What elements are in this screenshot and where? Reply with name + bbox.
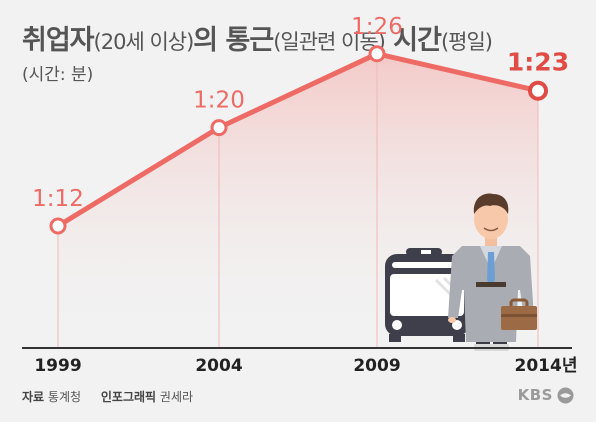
title-part-2: (20세 이상) — [93, 30, 195, 54]
kbs-logo-text: KBS — [517, 386, 553, 404]
title-part-6: (평일) — [440, 30, 493, 54]
data-point-0 — [49, 217, 67, 235]
x-tick-label-2: 2009 — [353, 356, 400, 376]
briefcase-icon — [501, 298, 537, 330]
data-label-3: 1:23 — [507, 48, 569, 77]
data-point-2 — [368, 45, 386, 63]
graphic-label: 인포그래픽 — [100, 390, 157, 404]
data-label-0: 1:12 — [32, 186, 84, 212]
commuter-icon — [448, 193, 537, 351]
footer: 자료 통계청 인포그래픽 권세라 — [22, 388, 209, 405]
chart-title: 취업자(20세 이상)의 통근(일관련 이동) 시간(평일) — [22, 18, 493, 57]
bus-icon — [385, 248, 469, 342]
data-point-3 — [528, 80, 548, 101]
title-part-4: (일관련 이동) — [273, 30, 386, 54]
title-part-1: 취업자 — [22, 25, 95, 56]
data-label-1: 1:20 — [193, 88, 245, 114]
source-label: 자료 — [22, 390, 45, 404]
unit-label: (시간: 분) — [22, 65, 94, 85]
x-tick-label-3: 2014년 — [515, 356, 578, 376]
series-line — [55, 51, 541, 229]
source-value: 통계청 — [47, 390, 82, 404]
x-tick-label-1: 2004 — [195, 356, 242, 376]
x-tick-label-0: 1999 — [34, 356, 81, 376]
commuter-illustration — [385, 193, 537, 351]
title-part-3: 의 통근 — [193, 25, 274, 56]
title-part-5: 시간 — [384, 25, 442, 56]
graphic-value: 권세라 — [159, 390, 194, 404]
data-label-2: 1:26 — [351, 14, 403, 40]
data-point-1 — [210, 119, 228, 137]
kbs-logo-icon — [557, 387, 574, 403]
kbs-logo: KBS — [518, 386, 574, 404]
